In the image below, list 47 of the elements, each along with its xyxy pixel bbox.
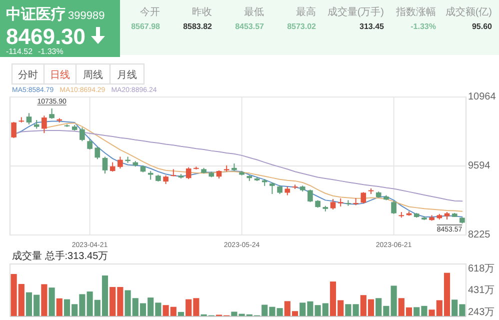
text: 月线: [117, 69, 137, 81]
candlestick: [330, 198, 336, 210]
candlestick: [186, 166, 192, 180]
candlestick: [360, 192, 366, 204]
text: 中证医疗: [6, 6, 66, 23]
text: 8453.57: [235, 22, 265, 31]
candlestick: [80, 126, 85, 142]
candlestick: [42, 115, 47, 134]
candlestick: [11, 121, 16, 139]
candlestick: [270, 182, 275, 194]
y-tick-label: 618万: [468, 264, 495, 275]
text: 8567.98: [131, 22, 161, 31]
text: 周线: [83, 69, 103, 81]
candlestick: [102, 156, 108, 174]
text: 分时: [18, 69, 38, 81]
text: -1.33%: [38, 47, 64, 56]
candlestick: [118, 156, 123, 169]
text: 成交额(亿): [445, 6, 492, 18]
candlestick: [308, 189, 313, 203]
text: -1.33%: [410, 22, 436, 31]
text: 成交量 总手:313.45万: [12, 250, 108, 262]
y-tick-label: 243万: [468, 307, 495, 318]
y-tick-label: 431万: [468, 285, 495, 296]
candlestick: [110, 162, 116, 172]
text: 指数涨幅: [395, 6, 436, 18]
text: 8573.02: [287, 22, 317, 31]
candlestick: [49, 108, 54, 120]
text: 313.45: [360, 22, 385, 31]
text: 今开: [140, 6, 160, 18]
text: -114.52: [6, 47, 34, 56]
y-tick-label: 10964: [468, 92, 496, 103]
text: 昨收: [192, 6, 212, 18]
candlestick: [170, 168, 176, 177]
text: 最低: [244, 7, 264, 18]
text: 8469.30: [6, 24, 86, 49]
text: 399989: [68, 10, 105, 22]
text: 成交量(万手): [327, 6, 384, 18]
y-tick-label: 9594: [468, 160, 491, 172]
text: 日线: [50, 69, 70, 81]
text: 8583.82: [183, 22, 213, 31]
y-tick-label: 8225: [468, 230, 491, 241]
candlestick: [87, 138, 92, 150]
text: 95.60: [472, 22, 493, 31]
candlestick: [391, 200, 396, 214]
text: 最高: [296, 6, 316, 18]
candlestick: [94, 146, 100, 160]
candlestick: [26, 112, 32, 125]
